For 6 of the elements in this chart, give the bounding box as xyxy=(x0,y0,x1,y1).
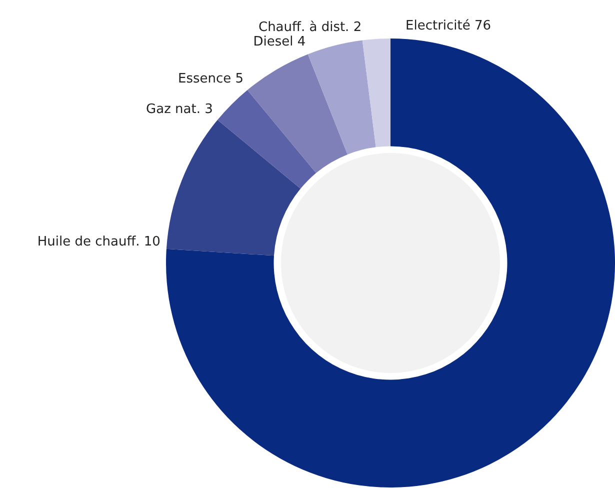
slice-label: Diesel 4 xyxy=(253,34,306,50)
slice-label: Essence 5 xyxy=(178,71,244,86)
slice-label: Gaz nat. 3 xyxy=(146,102,213,117)
slice-label: Huile de chauff. 10 xyxy=(37,234,160,250)
slice-label: Electricité 76 xyxy=(406,18,492,34)
slice-label: Chauff. à dist. 2 xyxy=(258,20,362,36)
